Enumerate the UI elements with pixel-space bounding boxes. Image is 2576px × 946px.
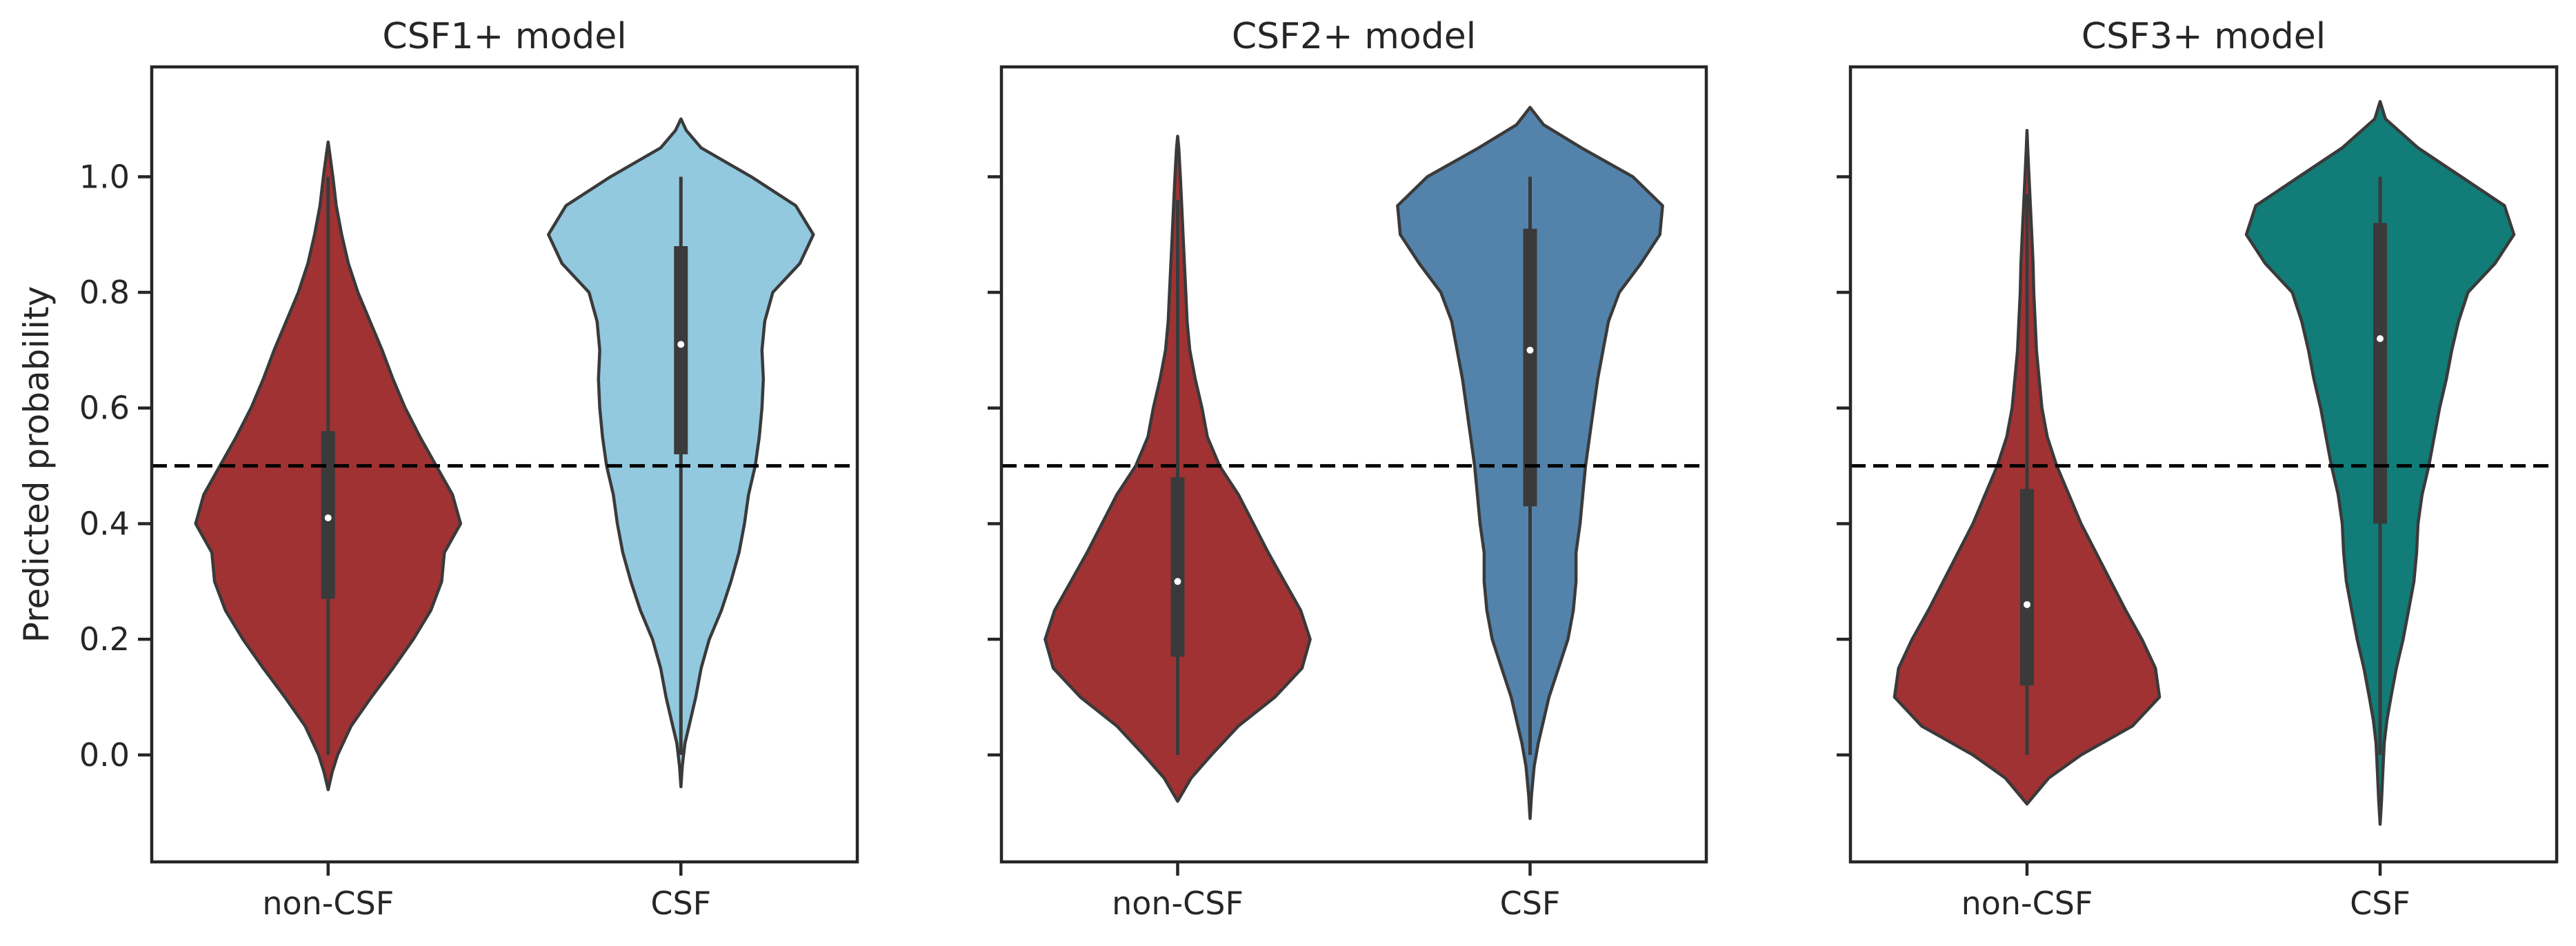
panel-title: CSF1+ model — [382, 16, 626, 57]
axes-frame — [999, 65, 1708, 864]
x-tick-label: CSF — [2350, 885, 2410, 922]
median-point — [1174, 578, 1181, 585]
x-tick-label: CSF — [1500, 885, 1561, 922]
y-tick-label: 0.6 — [79, 390, 130, 427]
x-tick-label: non-CSF — [1961, 885, 2093, 922]
panel-csf2-model: CSF2+ model non-CSF CSF — [988, 16, 1708, 922]
y-tick-label: 0.8 — [79, 274, 130, 311]
y-tick-label: 0.0 — [79, 736, 130, 774]
y-tick-label: 0.4 — [79, 505, 130, 542]
median-point — [324, 514, 332, 522]
panel-title: CSF2+ model — [1232, 16, 1476, 57]
panel-csf1-model: CSF1+ model 0.0 0.2 0.4 0.6 0.8 1.0 non-CSF CSF P… — [17, 16, 859, 922]
median-point — [2377, 335, 2384, 343]
x-tick-label: CSF — [650, 885, 711, 922]
axes-frame — [1848, 65, 2559, 864]
y-tick-label: 1.0 — [79, 158, 130, 195]
x-tick-label: non-CSF — [1112, 885, 1244, 922]
median-point — [677, 341, 685, 348]
median-point — [2024, 601, 2030, 608]
y-tick-label: 0.2 — [79, 621, 130, 658]
y-axis-label: Predicted probability — [17, 286, 57, 643]
panel-title: CSF3+ model — [2081, 16, 2326, 57]
x-tick-label: non-CSF — [262, 885, 394, 922]
axes-frame — [150, 65, 859, 864]
panel-csf3-model: CSF3+ model non-CSF CSF — [1837, 16, 2559, 922]
median-point — [1526, 346, 1534, 354]
